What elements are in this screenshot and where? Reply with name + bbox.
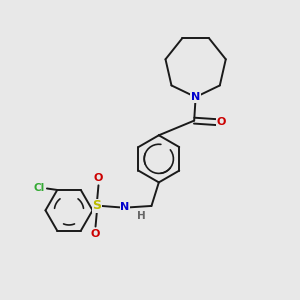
Text: S: S bbox=[92, 200, 101, 212]
Text: Cl: Cl bbox=[34, 183, 45, 193]
Text: N: N bbox=[191, 92, 200, 102]
Text: H: H bbox=[137, 211, 146, 221]
Text: O: O bbox=[217, 117, 226, 127]
Text: N: N bbox=[120, 202, 130, 212]
Text: O: O bbox=[94, 173, 103, 183]
Text: O: O bbox=[91, 229, 100, 239]
